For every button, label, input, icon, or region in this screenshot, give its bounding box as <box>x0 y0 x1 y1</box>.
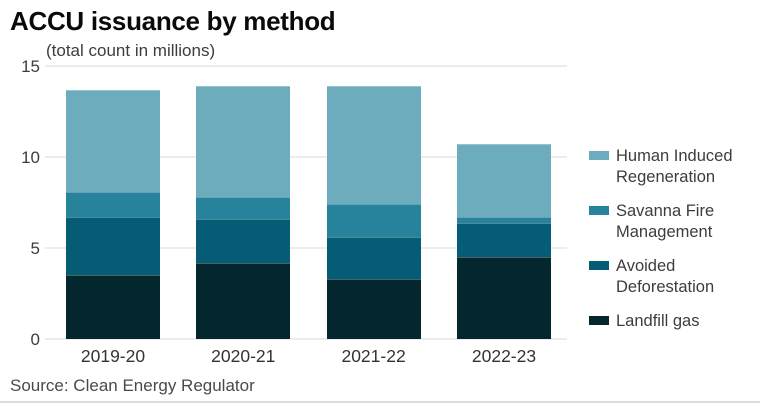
chart-subtitle: (total count in millions) <box>46 41 216 60</box>
legend-item: Human Induced Regeneration <box>589 146 760 188</box>
x-axis-tick-label: 2020-21 <box>211 346 276 366</box>
bar-segment <box>196 218 291 263</box>
legend-swatch <box>589 151 609 160</box>
gridline <box>45 247 567 249</box>
gridline <box>45 156 567 158</box>
bar-segment <box>326 86 421 205</box>
legend-label: Landfill gas <box>616 312 700 330</box>
bar-segment <box>196 197 291 219</box>
legend-swatch <box>589 316 609 325</box>
y-axis-tick-label: 0 <box>30 330 40 349</box>
gridline <box>45 65 567 67</box>
source-note: Source: Clean Energy Regulator <box>10 376 255 395</box>
legend-swatch <box>589 261 609 270</box>
bar-segment <box>66 217 160 276</box>
bar-segment <box>196 262 291 339</box>
legend-item: Landfill gas <box>589 311 760 332</box>
bar-segment <box>66 191 160 218</box>
bar-segment <box>196 86 291 198</box>
bar-segment <box>66 275 160 339</box>
bar-segment <box>457 217 551 223</box>
x-axis-tick-label: 2019-20 <box>80 346 146 366</box>
bar-segment <box>457 222 551 258</box>
bar-segment <box>66 89 160 192</box>
legend-label: Avoided Deforestation <box>616 257 715 296</box>
legend-item: Avoided Deforestation <box>589 256 760 298</box>
y-axis-tick-label: 10 <box>21 148 40 167</box>
x-axis-tick-label: 2021-22 <box>341 346 406 366</box>
legend-label: Human Induced Regeneration <box>616 147 733 186</box>
bar-segment <box>326 237 421 279</box>
bottom-divider <box>0 401 760 403</box>
chart-title: ACCU issuance by method <box>10 6 336 36</box>
legend-item: Savanna Fire Management <box>589 201 760 243</box>
legend-label: Savanna Fire Management <box>616 202 715 241</box>
x-axis-tick-label: 2022-23 <box>471 346 537 366</box>
legend: Human Induced Regeneration Savanna Fire M… <box>589 146 760 332</box>
legend-swatch <box>589 206 609 215</box>
bar-segment <box>326 278 421 339</box>
bar-segment <box>457 144 551 218</box>
bar-segment <box>326 204 421 238</box>
y-axis-tick-label: 5 <box>30 239 40 258</box>
bar-segment <box>457 257 551 339</box>
gridline <box>45 338 567 340</box>
y-axis-tick-label: 15 <box>21 57 40 76</box>
